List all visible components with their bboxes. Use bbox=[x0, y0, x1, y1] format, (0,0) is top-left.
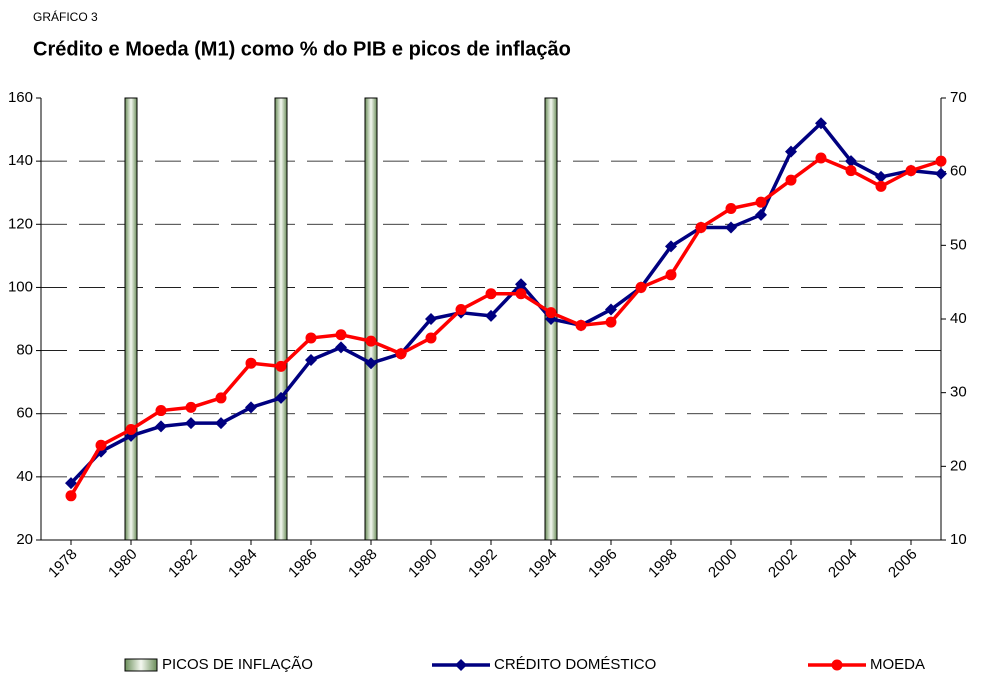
y2-tick-label: 50 bbox=[950, 236, 967, 253]
point bbox=[575, 319, 587, 331]
x-tick-label: 1980 bbox=[105, 546, 141, 582]
point bbox=[65, 477, 77, 490]
y-tick-label: 80 bbox=[16, 342, 33, 359]
x-tick-label: 2006 bbox=[885, 546, 921, 582]
y2-tick-label: 10 bbox=[950, 531, 967, 548]
point bbox=[755, 208, 767, 221]
point bbox=[335, 341, 347, 354]
x-tick-label: 2004 bbox=[825, 546, 861, 582]
point bbox=[305, 332, 317, 344]
point bbox=[245, 357, 257, 369]
legend-label: PICOS DE INFLAÇÃO bbox=[162, 656, 313, 673]
point bbox=[545, 307, 557, 319]
legend-marker bbox=[455, 659, 467, 671]
point bbox=[185, 417, 197, 430]
x-tick-label: 1988 bbox=[345, 546, 381, 582]
point bbox=[755, 196, 767, 208]
inflation-peak bbox=[364, 97, 378, 541]
point bbox=[185, 401, 197, 413]
point bbox=[95, 439, 107, 451]
point bbox=[875, 170, 887, 183]
x-tick-label: 2000 bbox=[705, 546, 741, 582]
y2-tick-label: 20 bbox=[950, 457, 967, 474]
x-tick-label: 1984 bbox=[225, 546, 261, 582]
point bbox=[515, 278, 527, 291]
point bbox=[335, 329, 347, 341]
point bbox=[935, 155, 947, 167]
y2-tick-label: 70 bbox=[950, 89, 967, 106]
legend-swatch bbox=[124, 658, 158, 672]
x-tick-label: 1986 bbox=[285, 546, 321, 582]
legend-label: CRÉDITO DOMÉSTICO bbox=[494, 656, 656, 673]
chart-kicker: GRÁFICO 3 bbox=[33, 9, 98, 24]
point bbox=[485, 288, 497, 300]
point bbox=[365, 357, 377, 370]
point bbox=[785, 145, 797, 158]
point bbox=[155, 405, 167, 417]
y2-tick-label: 30 bbox=[950, 384, 967, 401]
x-tick-label: 1996 bbox=[585, 546, 621, 582]
x-tick-label: 2002 bbox=[765, 546, 801, 582]
inflation-peak bbox=[124, 97, 138, 541]
x-tick-label: 1994 bbox=[525, 546, 561, 582]
x-tick-label: 1978 bbox=[45, 546, 81, 582]
point bbox=[485, 309, 497, 322]
x-tick-label: 1992 bbox=[465, 546, 501, 582]
legend-marker bbox=[831, 659, 843, 671]
point bbox=[845, 165, 857, 177]
point bbox=[65, 490, 77, 502]
x-tick-label: 1982 bbox=[165, 546, 201, 582]
point bbox=[815, 117, 827, 130]
point bbox=[665, 269, 677, 281]
point bbox=[365, 335, 377, 347]
point bbox=[905, 165, 917, 177]
point bbox=[275, 391, 287, 404]
point bbox=[245, 401, 257, 414]
y-tick-label: 100 bbox=[8, 278, 33, 295]
point bbox=[215, 417, 227, 430]
point bbox=[305, 354, 317, 367]
point bbox=[275, 360, 287, 372]
point bbox=[815, 152, 827, 164]
chart-title: Crédito e Moeda (M1) como % do PIB e pic… bbox=[33, 38, 571, 60]
point bbox=[455, 304, 467, 316]
point bbox=[725, 221, 737, 234]
y-tick-label: 40 bbox=[16, 468, 33, 485]
point bbox=[515, 288, 527, 300]
inflation-peak bbox=[274, 97, 288, 541]
y-tick-label: 60 bbox=[16, 405, 33, 422]
legend-label: MOEDA bbox=[870, 656, 925, 673]
point bbox=[215, 392, 227, 404]
point bbox=[785, 174, 797, 186]
point bbox=[155, 420, 167, 433]
point bbox=[695, 221, 707, 233]
x-tick-label: 1998 bbox=[645, 546, 681, 582]
point bbox=[635, 281, 647, 293]
series-line bbox=[69, 156, 942, 497]
point bbox=[935, 167, 947, 180]
point bbox=[725, 203, 737, 214]
point bbox=[845, 155, 857, 168]
point bbox=[425, 332, 437, 344]
point bbox=[605, 316, 617, 328]
point bbox=[875, 180, 887, 192]
y-tick-label: 120 bbox=[8, 215, 33, 232]
series-line bbox=[69, 121, 942, 485]
point bbox=[425, 313, 437, 325]
x-tick-label: 1990 bbox=[405, 546, 441, 582]
y2-tick-label: 40 bbox=[950, 310, 967, 327]
y-tick-label: 20 bbox=[16, 531, 33, 548]
point bbox=[395, 348, 407, 360]
y-tick-label: 140 bbox=[8, 152, 33, 169]
point bbox=[605, 303, 617, 316]
y2-tick-label: 60 bbox=[950, 163, 967, 180]
point bbox=[665, 240, 677, 253]
point bbox=[125, 424, 137, 435]
y-tick-label: 160 bbox=[8, 89, 33, 106]
